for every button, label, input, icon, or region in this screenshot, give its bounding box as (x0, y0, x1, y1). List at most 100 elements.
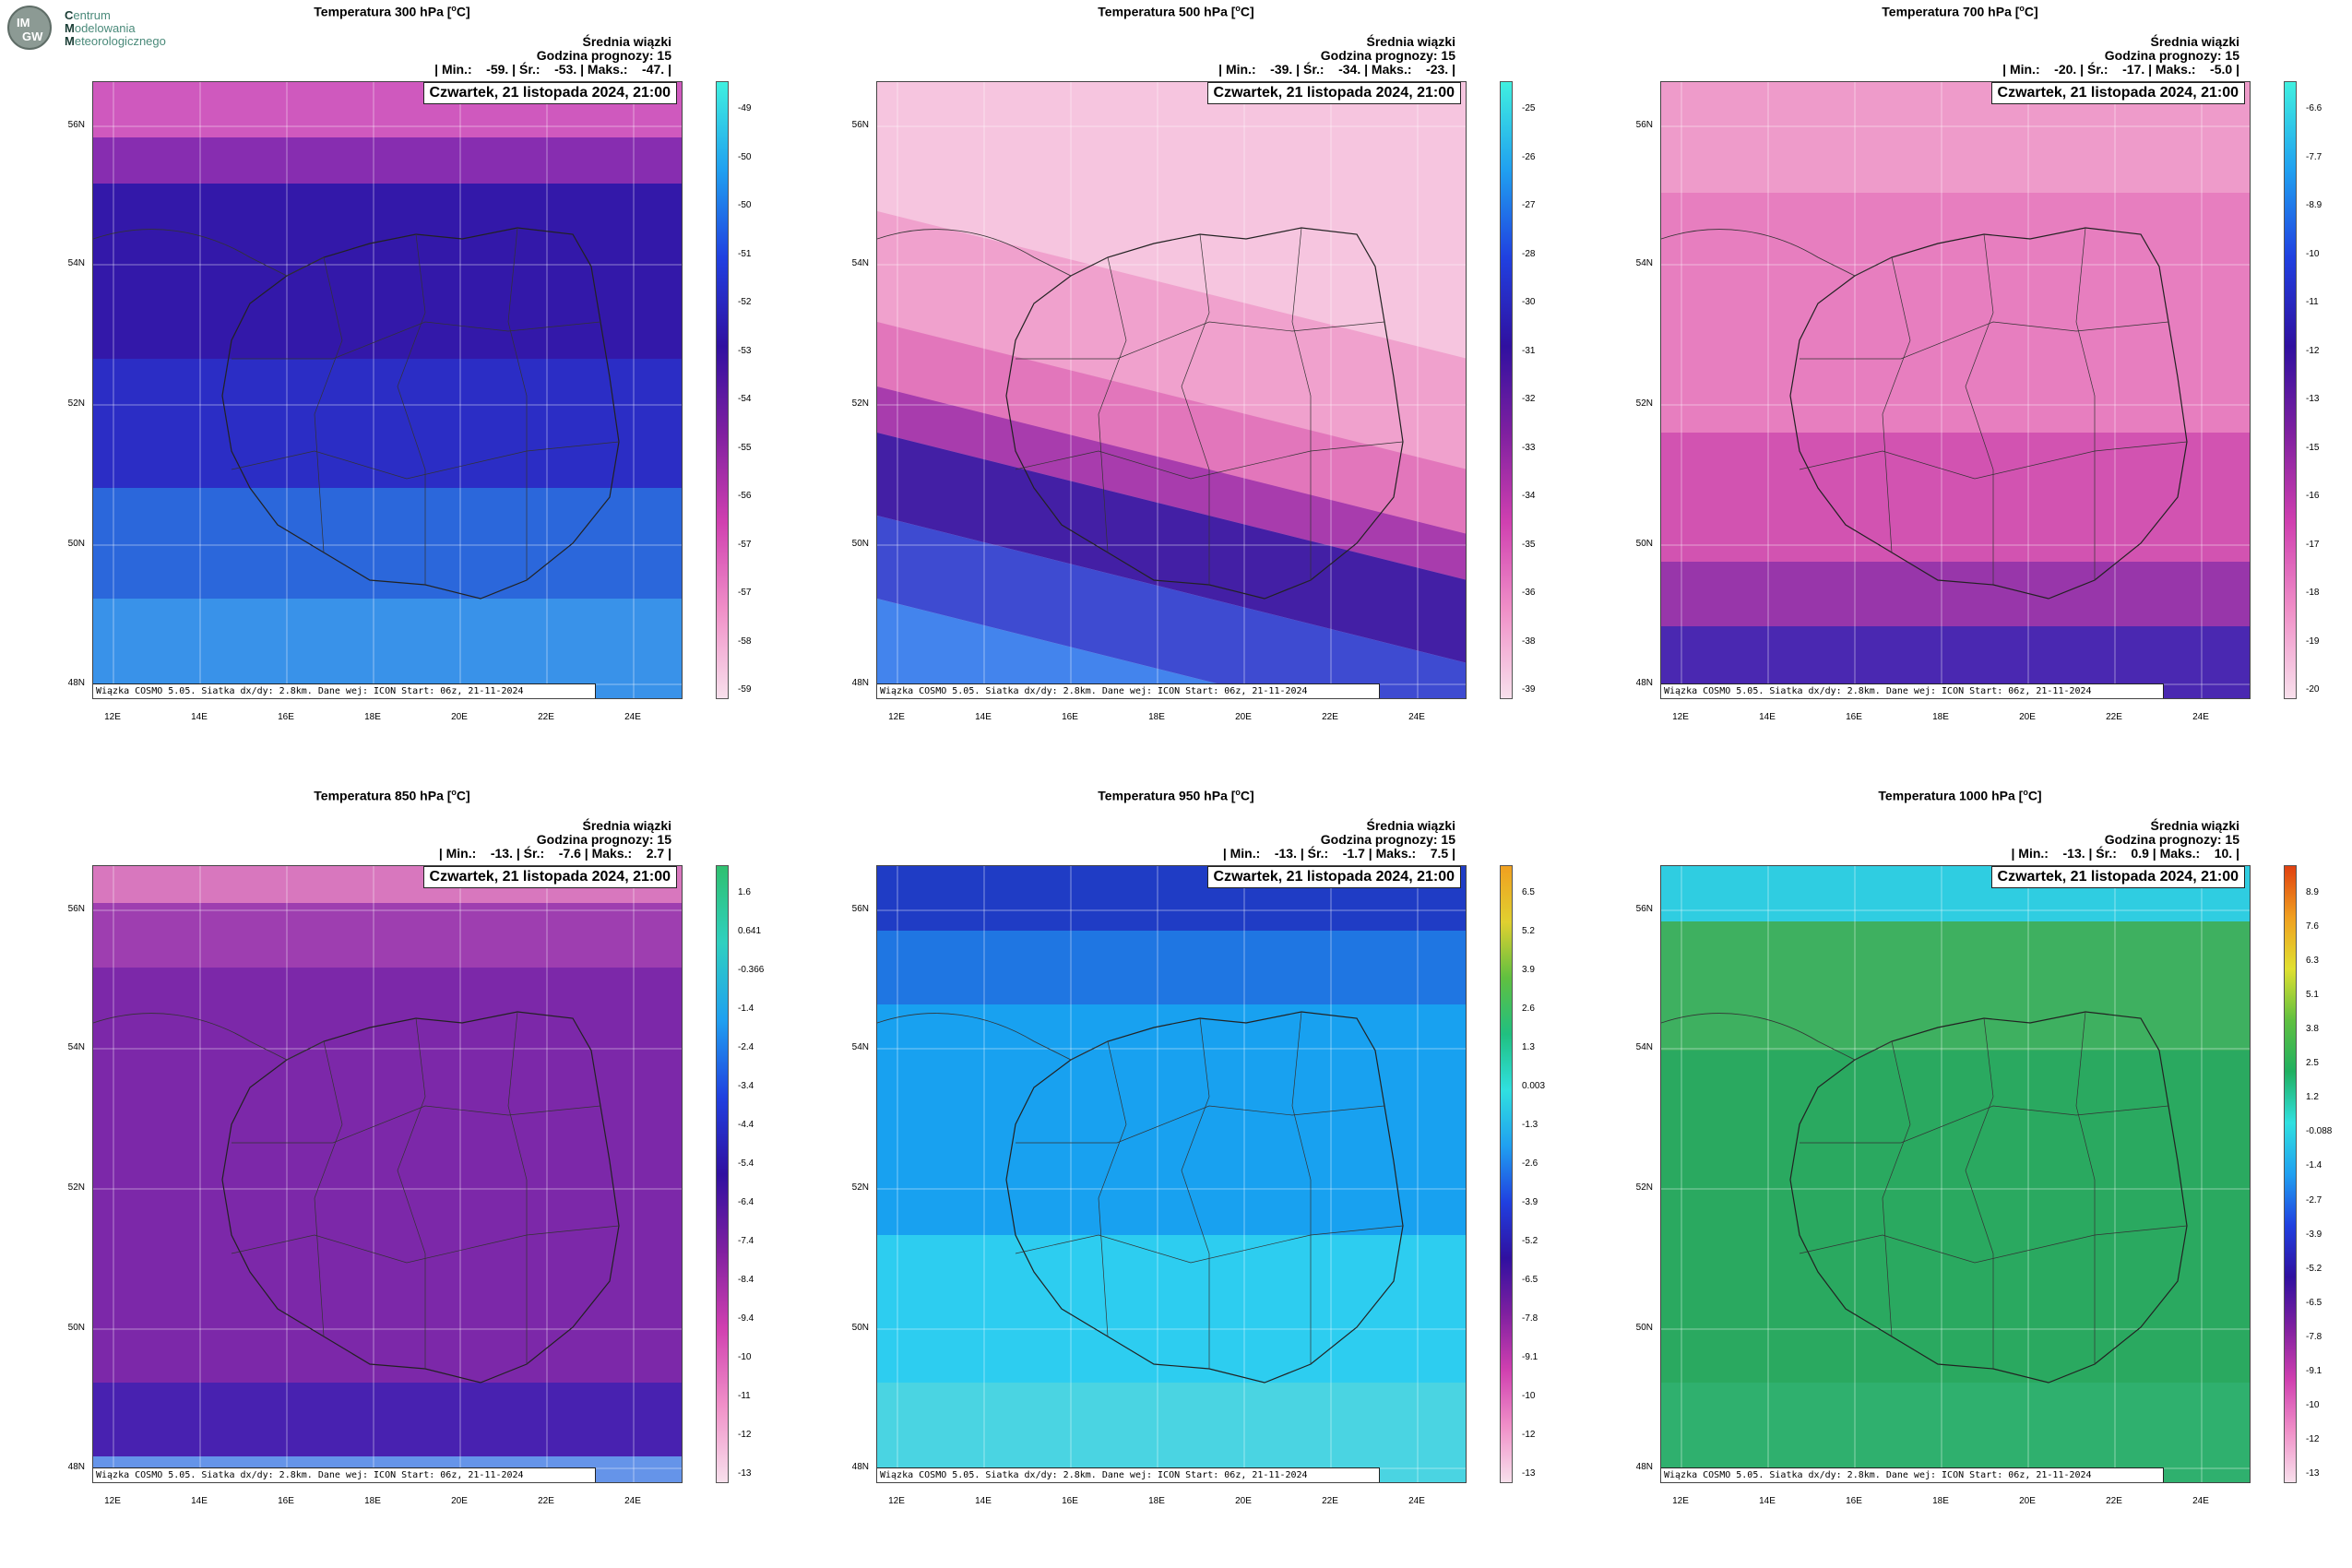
longitude-label: 20E (451, 1496, 468, 1506)
latitude-label: 52N (67, 398, 85, 409)
colorbar-tick-label: 1.2 (2306, 1092, 2319, 1103)
header-ensemble-mean: Średnia wiązki (1366, 34, 1455, 49)
latitude-label: 54N (1635, 258, 1653, 268)
header-ensemble-mean: Średnia wiązki (2150, 818, 2239, 833)
forecast-panel-6: Temperatura 1000 hPa [oC] Średnia wiązki G… (1568, 784, 2352, 1568)
panel-title-text: Temperatura 950 hPa [ (1098, 788, 1236, 803)
unit-text: C] (2024, 4, 2038, 19)
voivodeship-border (1291, 1011, 1312, 1364)
valid-date-label: Czwartek, 21 listopada 2024, 21:00 (1206, 82, 1461, 104)
stats-header: Średnia wiązki Godzina prognozy: 15 | Min.… (1223, 819, 1455, 861)
temperature-map: Czwartek, 21 listopada 2024, 21:00 Wiązka… (876, 865, 1467, 1483)
voivodeship-border (1016, 1105, 1385, 1144)
longitude-label: 12E (1672, 712, 1689, 722)
latitude-label: 52N (1635, 398, 1653, 409)
colorbar-tick-label: -19 (2306, 636, 2320, 647)
longitude-label: 16E (1846, 1496, 1862, 1506)
latitude-label: 54N (67, 258, 85, 268)
longitude-label: 24E (2192, 712, 2209, 722)
poland-border (1005, 1011, 1404, 1384)
colorbar-tick-label: -5.2 (2306, 1263, 2322, 1274)
colorbar-tick-label: -3.9 (1522, 1197, 1538, 1207)
header-ensemble-mean: Średnia wiązki (582, 34, 671, 49)
temperature-map: Czwartek, 21 listopada 2024, 21:00 Wiązka… (92, 865, 683, 1483)
colorbar-tick-label: -12 (738, 1430, 752, 1440)
colorbar-tick-label: -49 (738, 103, 752, 113)
temperature-map: Czwartek, 21 listopada 2024, 21:00 Wiązka… (1660, 865, 2251, 1483)
field-band (93, 184, 682, 359)
latitude-label: 54N (851, 1042, 869, 1052)
colorbar-tick-label: 8.9 (2306, 887, 2319, 897)
model-info-footer: Wiązka COSMO 5.05. Siatka dx/dy: 2.8km. … (93, 683, 596, 698)
longitude-label: 18E (364, 712, 381, 722)
panel-title: Temperatura 850 hPa [oC] (0, 788, 784, 803)
colorbar-tick-label: -4.4 (738, 1120, 754, 1130)
field-band (1661, 1383, 2250, 1482)
field-band (877, 82, 1466, 359)
latitude-label: 48N (851, 678, 869, 688)
colorbar-gradient (1501, 82, 1512, 698)
temperature-map: Czwartek, 21 listopada 2024, 21:00 Wiązka… (876, 81, 1467, 699)
latitude-label: 50N (1635, 1323, 1653, 1333)
header-forecast-hour: Godzina prognozy: 15 (2104, 832, 2239, 847)
latitude-label: 56N (851, 904, 869, 914)
longitude-label: 18E (1932, 1496, 1949, 1506)
colorbar-tick-label: -30 (1522, 297, 1536, 307)
logo-letter-1: C (65, 8, 74, 22)
longitude-label: 18E (1148, 1496, 1165, 1506)
voivodeship-border (2075, 227, 2096, 580)
forecast-panel-5: Temperatura 950 hPa [oC] Średnia wiązki Go… (784, 784, 1568, 1568)
stats-header: Średnia wiązki Godzina prognozy: 15 | Min.… (1218, 35, 1455, 77)
voivodeship-border (1882, 256, 1911, 553)
voivodeship-border (1799, 1225, 2188, 1264)
colorbar-tick-label: -17 (2306, 539, 2320, 550)
voivodeship-border (1098, 256, 1127, 553)
colorbar-tick-label: -58 (738, 636, 752, 647)
latitude-label: 52N (67, 1182, 85, 1193)
map-field-svg (93, 866, 682, 1482)
latitude-label: 48N (1635, 678, 1653, 688)
colorbar-tick-label: -10 (1522, 1391, 1536, 1401)
latitude-label: 56N (1635, 120, 1653, 130)
colorbar-tick-label: -36 (1522, 588, 1536, 598)
colorbar-tick-label: -2.6 (1522, 1158, 1538, 1169)
longitude-label: 24E (2192, 1496, 2209, 1506)
min-mean-max-stats: | Min.: -59. | Śr.: -53. | Maks.: -47. | (434, 62, 671, 77)
temperature-map: Czwartek, 21 listopada 2024, 21:00 Wiązka… (1660, 81, 2251, 699)
latitude-label: 48N (67, 1462, 85, 1472)
longitude-label: 18E (1932, 712, 1949, 722)
logo-line-1: entrum (73, 8, 111, 22)
colorbar-tick-label: -10 (738, 1352, 752, 1362)
longitude-label: 20E (1235, 1496, 1252, 1506)
coastline (1661, 229, 1893, 277)
unit-text: C] (456, 788, 470, 803)
longitude-label: 24E (1408, 1496, 1425, 1506)
voivodeship-border (2075, 1011, 2096, 1364)
panel-title: Temperatura 700 hPa [oC] (1568, 4, 2352, 19)
poland-border (221, 1011, 620, 1384)
longitude-label: 16E (1062, 712, 1078, 722)
colorbar-tick-label: -3.4 (738, 1081, 754, 1091)
latitude-label: 56N (67, 904, 85, 914)
colorbar-tick-label: -3.9 (2306, 1229, 2322, 1240)
field-band (877, 211, 1466, 469)
map-field-svg (1661, 82, 2250, 698)
degree-superscript: o (1235, 4, 1241, 13)
field-band (1661, 921, 2250, 1051)
voivodeship-border (1799, 441, 2188, 480)
latitude-label: 50N (67, 539, 85, 549)
voivodeship-border (231, 441, 620, 480)
field-band (93, 968, 682, 1383)
longitude-label: 12E (104, 1496, 121, 1506)
longitude-label: 14E (1759, 1496, 1776, 1506)
model-info-footer: Wiązka COSMO 5.05. Siatka dx/dy: 2.8km. … (1661, 1467, 2164, 1482)
header-ensemble-mean: Średnia wiązki (1366, 818, 1455, 833)
colorbar-tick-label: -28 (1522, 248, 1536, 259)
colorbar-tick-label: -7.8 (1522, 1313, 1538, 1324)
longitude-label: 16E (278, 712, 294, 722)
unit-text: C] (2027, 788, 2042, 803)
field-band (877, 931, 1466, 1004)
colorbar-tick-label: -50 (738, 151, 752, 162)
colorbar-tick-label: -8.9 (2306, 200, 2322, 210)
field-band (877, 433, 1466, 663)
